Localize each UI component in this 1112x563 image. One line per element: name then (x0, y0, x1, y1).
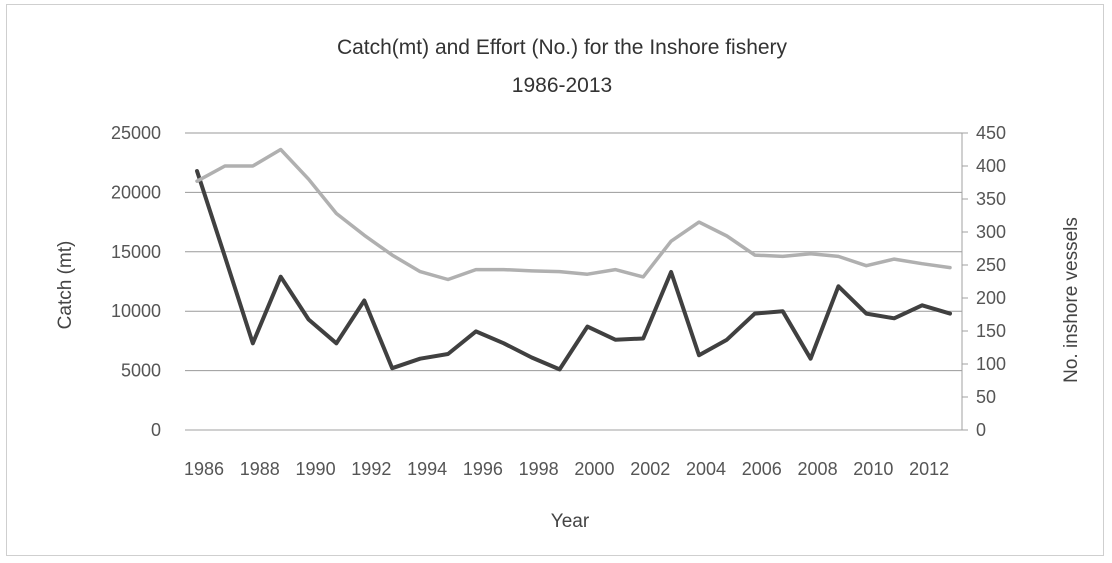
y-left-tick-label: 5000 (121, 361, 161, 381)
x-tick-label: 2004 (686, 459, 726, 479)
x-tick-label: 1998 (519, 459, 559, 479)
x-tick-label: 1988 (240, 459, 280, 479)
chart-frame (6, 4, 1104, 556)
y-right-tick-label: 0 (976, 420, 986, 440)
x-axis-title: Year (551, 511, 590, 532)
y-left-tick-label: 0 (151, 420, 161, 440)
y-right-tick-label: 400 (976, 156, 1006, 176)
y-axis-left-title: Catch (mt) (55, 241, 76, 330)
series-line-vessels (195, 147, 952, 282)
x-tick-label: 2000 (574, 459, 614, 479)
y-right-tick-label: 150 (976, 321, 1006, 341)
y-right-tick-label: 250 (976, 255, 1006, 275)
y-right-tick-label: 450 (976, 123, 1006, 143)
x-tick-label: 1994 (407, 459, 447, 479)
axes (185, 132, 968, 431)
chart-subtitle: 1986-2013 (512, 74, 612, 97)
series-lines (195, 147, 952, 372)
y-right-tick-label: 100 (976, 354, 1006, 374)
y-left-tick-label: 20000 (111, 182, 161, 202)
x-tick-label: 2012 (909, 459, 949, 479)
series-line-catch (195, 169, 952, 372)
x-tick-label: 2010 (853, 459, 893, 479)
x-tick-label: 1986 (184, 459, 224, 479)
x-tick-label: 2006 (742, 459, 782, 479)
y-left-tick-label: 10000 (111, 301, 161, 321)
x-tick-label: 1990 (296, 459, 336, 479)
x-tick-label: 2008 (798, 459, 838, 479)
y-right-tick-label: 300 (976, 222, 1006, 242)
y-left-tick-label: 25000 (111, 123, 161, 143)
y-right-tick-label: 350 (976, 189, 1006, 209)
y-right-tick-label: 50 (976, 387, 996, 407)
x-tick-label: 2002 (630, 459, 670, 479)
chart-title: Catch(mt) and Effort (No.) for the Insho… (337, 36, 788, 59)
tick-labels: 0 5000 10000 15000 20000 25000 0 50 100 150 200 250… (111, 123, 1006, 479)
y-left-tick-label: 15000 (111, 242, 161, 262)
y-right-tick-label: 200 (976, 288, 1006, 308)
x-tick-label: 1996 (463, 459, 503, 479)
gridlines (185, 132, 962, 372)
x-tick-label: 1992 (351, 459, 391, 479)
y-axis-right-title: No. inshore vessels (1061, 217, 1082, 383)
